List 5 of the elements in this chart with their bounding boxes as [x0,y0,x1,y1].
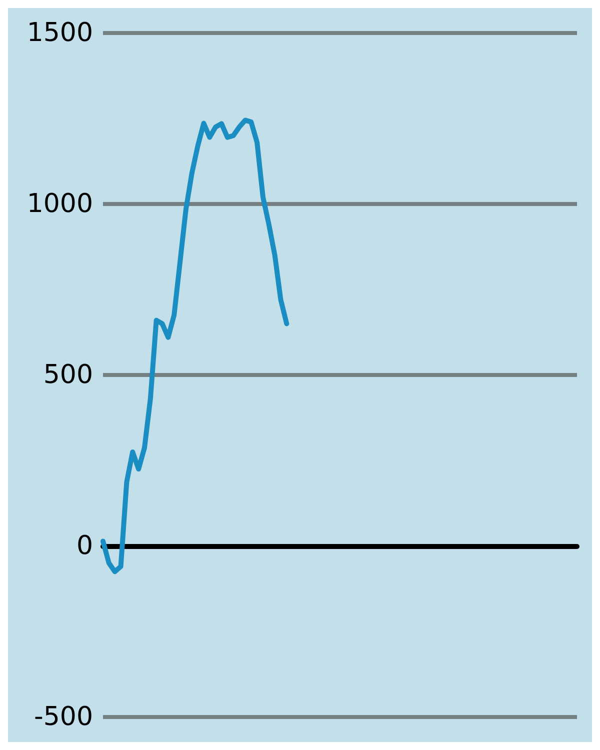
y-tick-label: 1000 [26,189,93,219]
y-tick-label: 0 [76,531,93,561]
y-tick-label: 1500 [26,18,93,48]
y-tick-label: -500 [34,702,93,732]
y-tick-label: 500 [43,360,93,390]
